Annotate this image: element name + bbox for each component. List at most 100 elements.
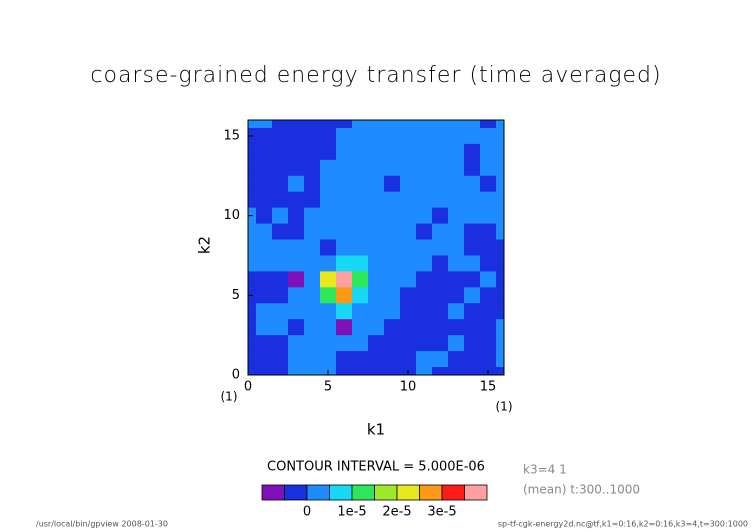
chart-title: coarse-grained energy transfer (time ave… <box>90 63 661 88</box>
cell <box>496 127 504 145</box>
cell <box>272 351 289 368</box>
cell <box>320 319 337 336</box>
cell <box>496 207 504 225</box>
cell <box>256 175 273 193</box>
cell <box>384 159 401 177</box>
cell <box>272 223 289 241</box>
cell <box>336 175 353 193</box>
cell <box>448 175 465 193</box>
cell <box>496 255 504 272</box>
cell <box>256 367 273 375</box>
cell <box>400 255 417 272</box>
cell <box>336 207 353 225</box>
cell <box>304 271 321 288</box>
cell <box>352 143 369 161</box>
cell <box>320 351 337 368</box>
colorbar-label: 2e-5 <box>382 505 411 520</box>
cell <box>448 255 465 272</box>
cell <box>416 351 433 368</box>
x-tick-label: 5 <box>324 380 332 395</box>
plot-frame <box>247 119 505 376</box>
cell <box>368 127 385 145</box>
cell <box>304 367 321 375</box>
cell <box>384 351 401 368</box>
y-tick-label: 5 <box>232 288 240 303</box>
cell <box>248 255 257 272</box>
cell <box>480 159 497 177</box>
cell <box>336 223 353 241</box>
cell <box>416 191 433 209</box>
cell <box>368 175 385 193</box>
cell <box>480 127 497 145</box>
cell <box>352 159 369 177</box>
cell <box>288 239 305 256</box>
cell <box>480 223 497 241</box>
cell <box>448 367 465 375</box>
cell <box>480 319 497 336</box>
cell <box>384 127 401 145</box>
contour-interval: CONTOUR INTERVAL = 5.000E-06 <box>267 460 485 475</box>
cell <box>248 120 257 129</box>
cell <box>432 255 449 272</box>
colorbar-box <box>419 484 443 501</box>
cell <box>320 120 337 129</box>
cell <box>320 287 337 304</box>
cell <box>416 120 433 129</box>
cell <box>432 143 449 161</box>
cell <box>464 255 481 272</box>
cell <box>304 255 321 272</box>
cell <box>304 239 321 256</box>
cell <box>256 255 273 272</box>
cell <box>496 271 504 288</box>
cell <box>304 351 321 368</box>
cell <box>432 239 449 256</box>
cell <box>448 239 465 256</box>
cell <box>384 120 401 129</box>
cell <box>496 319 504 336</box>
cell <box>352 255 369 272</box>
cell <box>336 239 353 256</box>
cell <box>288 191 305 209</box>
cell <box>336 159 353 177</box>
cell <box>288 271 305 288</box>
cell <box>352 335 369 352</box>
cell <box>496 239 504 256</box>
cell <box>496 120 504 129</box>
cell <box>304 127 321 145</box>
cell <box>336 319 353 336</box>
cell <box>384 223 401 241</box>
cell <box>256 223 273 241</box>
cell <box>320 159 337 177</box>
cell <box>480 191 497 209</box>
colorbar-label: 3e-5 <box>427 505 456 520</box>
cell <box>480 271 497 288</box>
cell <box>400 207 417 225</box>
cell <box>288 255 305 272</box>
cell <box>304 191 321 209</box>
cell <box>384 239 401 256</box>
cell <box>248 175 257 193</box>
cell <box>248 319 257 336</box>
cell <box>432 303 449 320</box>
cell <box>352 319 369 336</box>
cell <box>464 303 481 320</box>
cell <box>480 239 497 256</box>
cell <box>448 127 465 145</box>
cell <box>496 159 504 177</box>
cell <box>368 335 385 352</box>
cell <box>320 303 337 320</box>
cell <box>384 207 401 225</box>
cell <box>464 351 481 368</box>
cell <box>448 159 465 177</box>
x-axis-label: k1 <box>367 421 385 439</box>
cell <box>432 287 449 304</box>
cell <box>416 239 433 256</box>
cell <box>272 319 289 336</box>
cell <box>448 191 465 209</box>
cell <box>496 351 504 368</box>
cell <box>496 175 504 193</box>
cell <box>248 303 257 320</box>
cell <box>288 287 305 304</box>
annotation: k3=4 1 <box>523 463 567 477</box>
cell <box>304 175 321 193</box>
